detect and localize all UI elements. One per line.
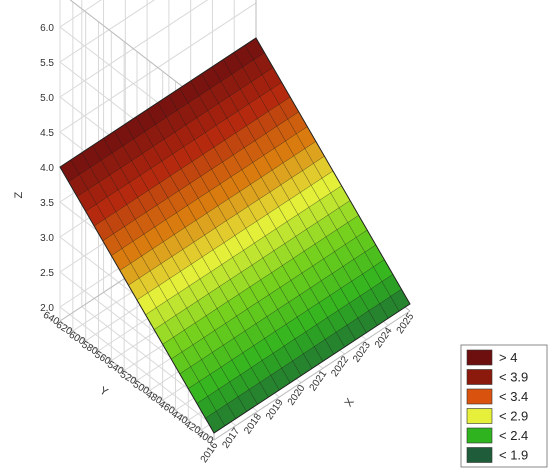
x-tick-label-8: 2024 bbox=[373, 325, 395, 350]
z-tick-label-4: 4.0 bbox=[40, 163, 54, 174]
legend-label-4: < 2.4 bbox=[499, 428, 528, 443]
x-tick-label-2: 2018 bbox=[242, 411, 264, 436]
grid-line-56 bbox=[59, 306, 215, 427]
z-tick-label-7: 5.5 bbox=[40, 58, 54, 69]
x-tick-label-6: 2022 bbox=[329, 354, 351, 379]
x-axis-label: X bbox=[343, 396, 357, 409]
legend-box bbox=[460, 344, 548, 468]
x-tick-label-5: 2021 bbox=[308, 368, 330, 393]
legend-label-0: > 4 bbox=[499, 350, 517, 365]
grid-line-39 bbox=[59, 0, 209, 98]
legend-swatch-2 bbox=[466, 388, 493, 405]
z-tick-label-0: 2.0 bbox=[40, 303, 54, 314]
legend-swatch-1 bbox=[466, 369, 493, 385]
grid-line-67 bbox=[59, 320, 215, 441]
z-tick-label-3: 3.5 bbox=[40, 198, 54, 209]
legend-swatch-5 bbox=[466, 447, 493, 463]
grid-line-41 bbox=[59, 0, 102, 28]
grid-line-66 bbox=[213, 310, 411, 441]
legend: > 4 < 3.9 < 3.4 < 2.9 < 2.4 < 1.9 bbox=[460, 344, 548, 468]
legend-label-3: < 2.9 bbox=[499, 409, 528, 424]
z-tick-label-1: 2.5 bbox=[40, 268, 54, 279]
legend-label-5: < 1.9 bbox=[499, 448, 528, 463]
z-tick-label-5: 4.5 bbox=[40, 128, 54, 139]
legend-label-1: < 3.9 bbox=[499, 370, 528, 385]
legend-swatch-0 bbox=[466, 349, 493, 366]
z-tick-label-6: 5.0 bbox=[40, 93, 54, 104]
x-tick-label-7: 2023 bbox=[351, 340, 373, 365]
legend-label-2: < 3.4 bbox=[499, 389, 528, 404]
z-axis-label: Z bbox=[13, 192, 25, 199]
grid-line-40 bbox=[59, 0, 156, 63]
surface-plane bbox=[59, 37, 411, 434]
z-tick-label-2: 3.0 bbox=[40, 233, 54, 244]
x-tick-label-9: 2025 bbox=[395, 311, 417, 336]
y-axis-label: Y bbox=[98, 385, 111, 399]
legend-swatch-4 bbox=[466, 427, 493, 444]
z-tick-label-8: 6.0 bbox=[40, 23, 54, 34]
x-tick-label-4: 2020 bbox=[286, 383, 308, 408]
x-tick-label-3: 2019 bbox=[264, 397, 286, 422]
x-tick-label-0: 2016 bbox=[199, 440, 221, 465]
legend-swatch-3 bbox=[466, 408, 493, 424]
x-tick-label-1: 2017 bbox=[220, 426, 242, 451]
surface-outline bbox=[59, 37, 411, 434]
